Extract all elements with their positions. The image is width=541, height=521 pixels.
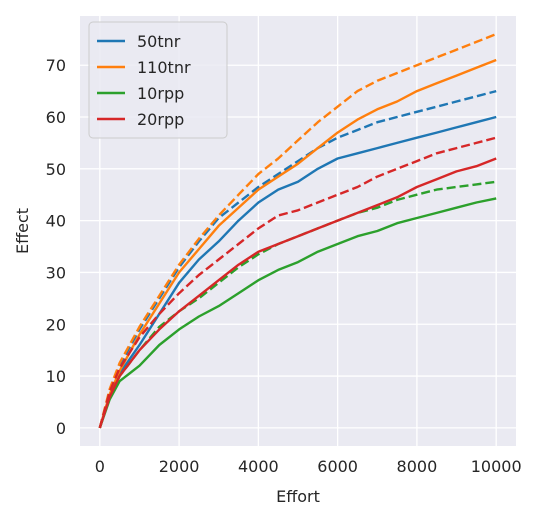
- y-tick-label: 40: [46, 212, 66, 231]
- y-tick-label: 10: [46, 367, 66, 386]
- legend-label: 20rpp: [137, 110, 184, 129]
- x-axis-ticks: 0 2000 4000 6000 8000 10000: [95, 457, 522, 476]
- legend-label: 10rpp: [137, 84, 184, 103]
- y-tick-label: 60: [46, 108, 66, 127]
- x-tick-label: 0: [95, 457, 105, 476]
- x-axis-label: Effort: [276, 487, 320, 506]
- x-tick-label: 8000: [397, 457, 438, 476]
- y-tick-label: 50: [46, 160, 66, 179]
- legend-label: 110tnr: [137, 58, 191, 77]
- series-lines: [98, 32, 497, 429]
- y-axis-ticks: 0 10 20 30 40 50 60 70: [46, 56, 66, 438]
- series-line-4: [98, 197, 497, 429]
- y-axis-label: Effect: [13, 208, 32, 254]
- x-tick-label: 4000: [238, 457, 279, 476]
- x-tick-label: 2000: [159, 457, 200, 476]
- x-tick-label: 6000: [317, 457, 358, 476]
- x-tick-label: 10000: [471, 457, 522, 476]
- series-line-1: [98, 89, 497, 429]
- series-line-2: [98, 58, 497, 429]
- series-line-0: [98, 115, 497, 429]
- y-tick-label: 0: [56, 419, 66, 438]
- y-tick-label: 20: [46, 315, 66, 334]
- series-line-6: [98, 157, 497, 429]
- legend-box: [88, 21, 228, 139]
- y-tick-label: 70: [46, 56, 66, 75]
- series-line-3: [98, 32, 497, 429]
- legend: 50tnr 110tnr 10rpp 20rpp: [88, 21, 228, 139]
- legend-label: 50tnr: [137, 32, 181, 51]
- y-tick-label: 30: [46, 263, 66, 282]
- series-line-7: [98, 136, 497, 429]
